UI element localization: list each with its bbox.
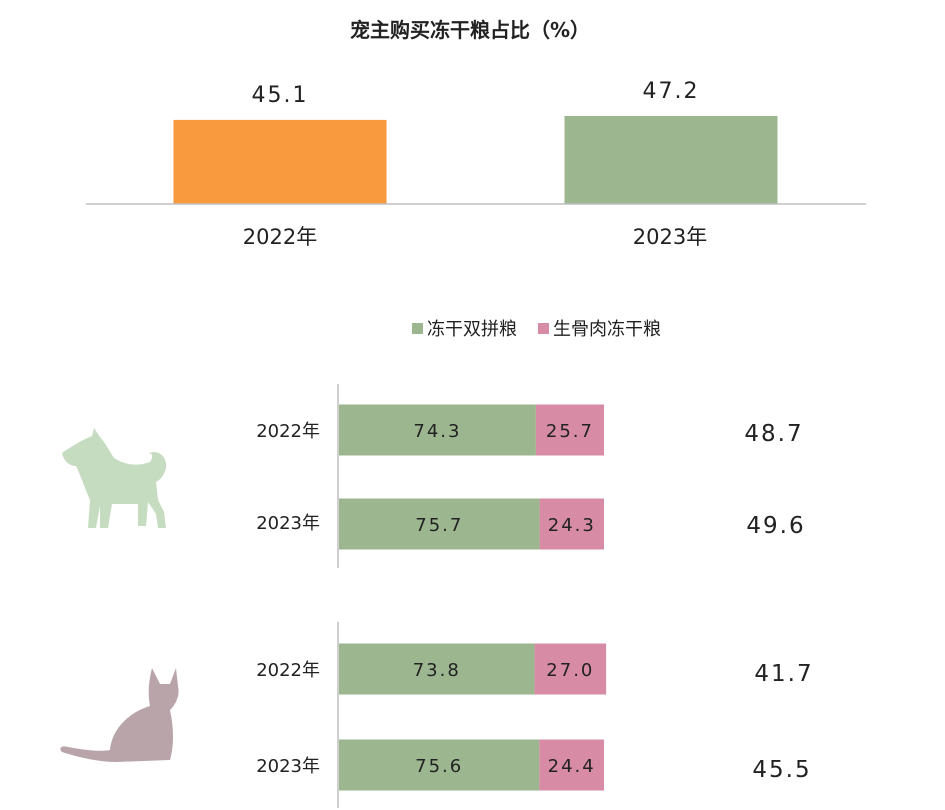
- x-tick-label-2023: 2023年: [633, 225, 707, 249]
- dog-total-label-2022: 48.7: [744, 421, 803, 447]
- cat-bar-segment-mix-2023: [339, 739, 540, 791]
- top-bar-2023: [564, 116, 778, 204]
- dog-bar-segment-raw-2022: [535, 404, 604, 456]
- top-bar-value-label-2023: 47.2: [643, 79, 700, 104]
- stacked-bars: 74.3 25.7 75.7 24.3 73.8 27.0 75.6 24.4: [339, 404, 607, 791]
- dog-icon: [62, 428, 167, 528]
- cat-total-label-2023: 45.5: [752, 757, 811, 783]
- dog-bar-segment-mix-2022: [339, 404, 536, 456]
- legend-label-freeze-dried-mix: 冻干双拼粮: [427, 319, 517, 340]
- dog-segment-label-raw-2022: 25.7: [546, 421, 594, 442]
- top-bar-value-label-2022: 45.1: [252, 83, 309, 108]
- legend-swatch-raw-bone-meat: [538, 323, 549, 334]
- cat-icon: [60, 668, 179, 762]
- cat-total-label-2022: 41.7: [754, 661, 813, 687]
- dog-segment-label-mix-2023: 75.7: [415, 515, 463, 536]
- dog-segment-label-mix-2022: 74.3: [413, 421, 461, 442]
- cat-bar-segment-raw-2022: [534, 643, 607, 695]
- dog-row-label-2022: 2022年: [256, 421, 320, 442]
- dog-total-label-2023: 49.6: [746, 513, 805, 539]
- cat-row-label-2022: 2022年: [256, 660, 320, 681]
- cat-bar-segment-mix-2022: [339, 643, 535, 695]
- legend-swatch-freeze-dried-mix: [412, 323, 423, 334]
- legend-label-raw-bone-meat: 生骨肉冻干粮: [553, 319, 661, 340]
- dog-bar-segment-raw-2023: [539, 498, 604, 550]
- top-bar-2022: [173, 119, 387, 204]
- top-chart: 宠主购买冻干粮占比（%） 45.1 47.2 2022年 2023年: [86, 18, 866, 249]
- x-tick-label-2022: 2022年: [243, 225, 317, 249]
- cat-segment-label-mix-2022: 73.8: [413, 660, 461, 681]
- cat-row-label-2023: 2023年: [256, 756, 320, 777]
- dog-segment-label-raw-2023: 24.3: [548, 515, 596, 536]
- cat-segment-label-mix-2023: 75.6: [415, 756, 463, 777]
- dog-bar-segment-mix-2023: [339, 498, 540, 550]
- cat-segment-label-raw-2022: 27.0: [546, 660, 594, 681]
- cat-bar-segment-raw-2023: [539, 739, 604, 791]
- cat-segment-label-raw-2023: 24.4: [548, 756, 596, 777]
- legend: 冻干双拼粮 生骨肉冻干粮: [412, 319, 661, 340]
- top-bars: 45.1 47.2: [173, 79, 778, 204]
- chart-title: 宠主购买冻干粮占比（%）: [350, 18, 590, 42]
- dog-row-label-2023: 2023年: [256, 513, 320, 534]
